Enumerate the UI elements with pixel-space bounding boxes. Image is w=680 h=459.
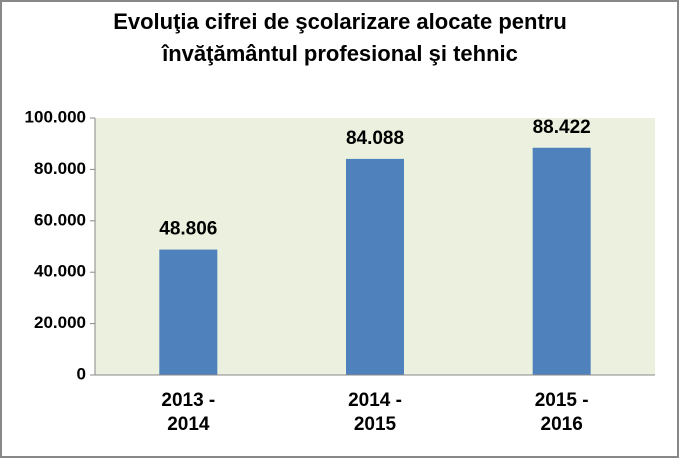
data-label: 84.088 (346, 128, 404, 149)
x-tick-label: 2013 - 2014 (161, 390, 216, 435)
bar (532, 147, 591, 375)
x-tick-label: 2015 - 2016 (534, 390, 589, 435)
data-label: 48.806 (159, 219, 217, 240)
bar (159, 249, 218, 375)
chart-title: Evoluţia cifrei de şcolarizare alocate p… (113, 9, 567, 34)
y-tick-label: 40.000 (34, 262, 86, 281)
chart-title: învăţământul profesional şi tehnic (161, 41, 518, 66)
data-label: 88.422 (533, 117, 591, 138)
bar (346, 158, 404, 375)
y-tick-label: 0 (77, 364, 86, 383)
y-tick-label: 80.000 (34, 159, 86, 178)
x-tick-label: 2014 - 2015 (348, 390, 402, 435)
y-tick-label: 100.000 (25, 107, 86, 126)
y-tick-label: 20.000 (34, 313, 86, 332)
y-tick-label: 60.000 (34, 210, 86, 229)
